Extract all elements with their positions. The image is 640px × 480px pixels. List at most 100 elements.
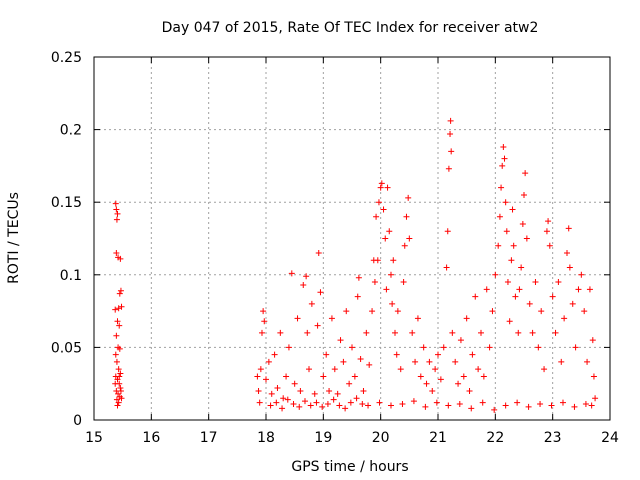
data-point [353,395,360,402]
data-point [256,399,263,406]
data-point [382,235,389,242]
data-point [392,329,398,336]
data-point [426,358,433,365]
data-point [116,290,123,297]
data-point [412,358,419,365]
data-point [113,216,120,223]
y-tick-label: 0.1 [60,268,82,284]
data-point [347,399,354,406]
data-point [112,200,119,207]
data-point [432,366,439,373]
data-point [393,351,400,358]
data-point [529,329,536,336]
data-point [297,387,304,394]
data-point [582,401,589,408]
data-point [403,213,410,220]
data-point [444,228,451,235]
data-point [409,329,416,336]
data-point [526,300,533,307]
x-tick-label: 17 [200,430,218,446]
data-point [263,376,269,383]
data-point [349,344,355,351]
data-point [521,191,527,198]
data-point [113,358,120,365]
data-point [258,329,265,336]
data-point [492,271,499,278]
data-point [429,387,436,394]
data-point [326,387,333,394]
data-point [374,257,381,264]
x-tick-label: 18 [257,430,275,446]
y-tick-label: 0.2 [60,123,82,139]
data-point [343,308,350,315]
data-point [483,286,490,293]
data-point [422,403,429,410]
data-point [558,358,565,365]
data-point [354,293,361,300]
data-point [112,351,119,358]
data-point [291,380,298,387]
data-point [522,170,529,177]
data-point [447,130,454,137]
x-tick-label: 22 [486,430,504,446]
data-point [340,358,347,365]
data-point [423,380,430,387]
data-point [355,274,362,281]
data-point [366,361,373,368]
data-point [277,329,284,336]
data-point [296,403,303,410]
data-point [342,405,349,412]
data-point [334,390,341,397]
data-point [115,399,122,406]
data-point [116,345,123,352]
data-point [535,344,542,351]
data-point [508,257,515,264]
data-point [466,387,473,394]
data-point [313,399,320,406]
data-point [387,402,394,409]
data-point [319,403,326,410]
data-point [499,162,506,169]
data-point [555,279,562,286]
data-point [472,293,479,300]
data-point [331,366,338,373]
data-point [324,401,331,408]
data-point [346,380,353,387]
data-point [304,329,311,336]
data-point [410,398,417,405]
data-point [537,401,544,408]
data-point [525,403,532,410]
data-point [116,322,123,329]
data-point [447,117,454,124]
data-point [486,344,493,351]
data-point [320,373,327,380]
data-point [375,199,382,206]
axis-ticks: 15 16 17 18 19 20 21 22 23 24 0 0.05 0.1 0.15 0.2 0.25 [51,50,619,446]
chart-title: Day 047 of 2015, Rate Of TEC Index for r… [162,20,539,36]
data-point [435,351,441,358]
data-point [475,366,482,373]
data-point [328,315,335,322]
data-point [377,184,384,191]
data-point [261,318,268,325]
data-point [300,281,307,288]
data-points [112,117,599,413]
data-point [114,318,121,325]
data-point [369,308,376,315]
data-point [449,329,456,336]
data-point [457,337,464,344]
data-point [463,315,470,322]
data-point [290,401,297,408]
data-point [590,373,597,380]
data-point [489,308,496,315]
data-point [115,366,122,373]
data-point [445,402,452,409]
data-point [265,358,272,365]
data-point [365,402,372,409]
data-point [592,395,599,402]
data-point [323,351,330,358]
data-point [523,235,530,242]
data-point [351,373,358,380]
data-point [288,270,295,277]
data-point [373,213,380,220]
